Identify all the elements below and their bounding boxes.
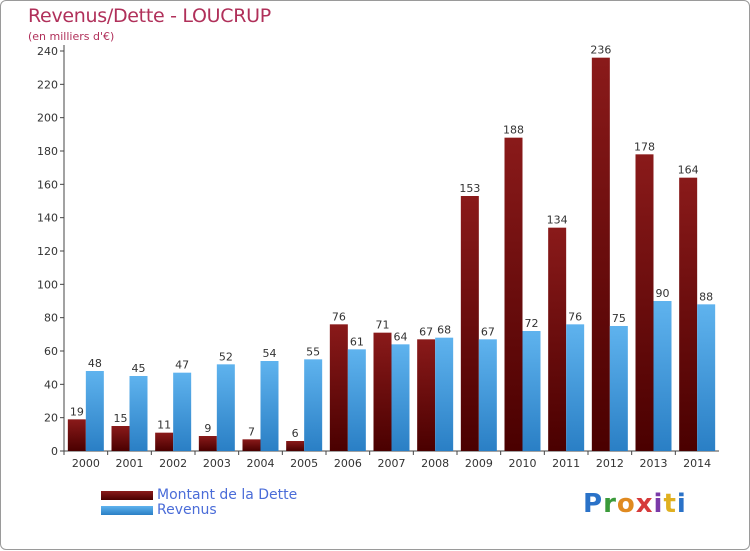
data-label-revenus: 61 [350,335,364,348]
bar-dette [591,57,610,452]
data-label-revenus: 52 [219,350,233,363]
x-tick-label: 2011 [552,457,580,470]
y-tick-label: 20 [44,412,58,425]
bar-dette [329,324,348,451]
bar-dette [67,419,86,451]
data-label-dette: 19 [70,405,84,418]
y-tick-label: 160 [37,178,58,191]
y-tick-label: 240 [37,45,58,58]
data-label-revenus: 75 [612,312,626,325]
bar-dette [460,196,479,451]
data-label-dette: 153 [459,182,480,195]
legend-label-dette: Montant de la Dette [157,487,298,503]
data-label-dette: 76 [332,310,346,323]
data-label-revenus: 45 [132,362,146,375]
bar-dette [373,332,392,451]
y-tick-label: 220 [37,78,58,91]
data-label-dette: 71 [376,319,390,332]
x-tick-label: 2006 [334,457,362,470]
bar-revenus [609,326,628,451]
data-label-dette: 134 [547,214,568,227]
data-label-dette: 67 [419,325,433,338]
chart-subtitle: (en milliers d'€) [28,30,115,43]
data-label-revenus: 68 [437,324,451,337]
data-label-dette: 178 [634,140,655,153]
chart-bars [67,57,716,452]
bar-revenus [522,331,541,451]
bar-dette [548,227,567,451]
data-label-revenus: 64 [394,330,408,343]
data-label-dette: 9 [204,422,211,435]
bar-revenus [347,349,366,451]
bar-revenus [697,304,716,451]
data-label-dette: 15 [114,412,128,425]
bar-dette [504,137,523,451]
x-tick-label: 2013 [640,457,668,470]
y-tick-label: 40 [44,378,58,391]
proxiti-logo: Proxiti [583,489,687,519]
data-label-revenus: 54 [263,347,277,360]
bar-revenus [435,337,454,451]
bar-dette [635,154,654,452]
y-tick-label: 200 [37,112,58,125]
x-tick-label: 2010 [509,457,537,470]
data-label-dette: 164 [678,164,699,177]
bar-revenus [129,376,148,451]
bar-dette [155,432,174,451]
data-label-revenus: 55 [306,345,320,358]
x-tick-label: 2009 [465,457,493,470]
bar-dette [417,339,436,451]
x-tick-label: 2001 [116,457,144,470]
bar-revenus [260,361,279,451]
bar-dette [286,441,305,451]
data-label-dette: 7 [248,425,255,438]
x-tick-label: 2005 [290,457,318,470]
chart-title: Revenus/Dette - LOUCRUP [28,5,271,27]
bar-revenus [391,344,410,451]
x-tick-label: 2004 [247,457,275,470]
bar-dette [111,426,130,451]
data-label-dette: 188 [503,124,524,137]
data-label-revenus: 72 [525,317,539,330]
bar-revenus [304,359,323,451]
y-tick-label: 120 [37,245,58,258]
y-tick-label: 100 [37,278,58,291]
data-label-revenus: 76 [568,310,582,323]
bar-dette [679,177,698,451]
x-tick-label: 2003 [203,457,231,470]
data-label-revenus: 88 [699,290,713,303]
y-tick-label: 80 [44,312,58,325]
y-tick-label: 60 [44,345,58,358]
legend-label-revenus: Revenus [157,502,217,518]
legend-swatch-revenus [101,506,153,515]
x-tick-label: 2002 [159,457,187,470]
y-tick-label: 140 [37,212,58,225]
data-label-dette: 6 [292,427,299,440]
bar-revenus [85,371,104,451]
bar-revenus [653,301,672,451]
data-label-revenus: 90 [656,287,670,300]
data-label-dette: 11 [157,419,171,432]
bar-dette [198,436,217,451]
x-tick-label: 2008 [421,457,449,470]
y-tick-label: 180 [37,145,58,158]
bar-dette [242,439,261,451]
y-tick-label: 0 [51,445,58,458]
x-tick-label: 2012 [596,457,624,470]
bar-revenus [566,324,585,451]
data-label-revenus: 67 [481,325,495,338]
legend-swatch-dette [101,491,153,500]
x-tick-label: 2007 [378,457,406,470]
data-label-revenus: 48 [88,357,102,370]
x-tick-label: 2000 [72,457,100,470]
x-tick-label: 2014 [683,457,711,470]
data-label-dette: 236 [590,44,611,57]
bar-revenus [478,339,497,451]
data-label-revenus: 47 [175,359,189,372]
bar-revenus [173,372,192,451]
bar-revenus [216,364,235,451]
